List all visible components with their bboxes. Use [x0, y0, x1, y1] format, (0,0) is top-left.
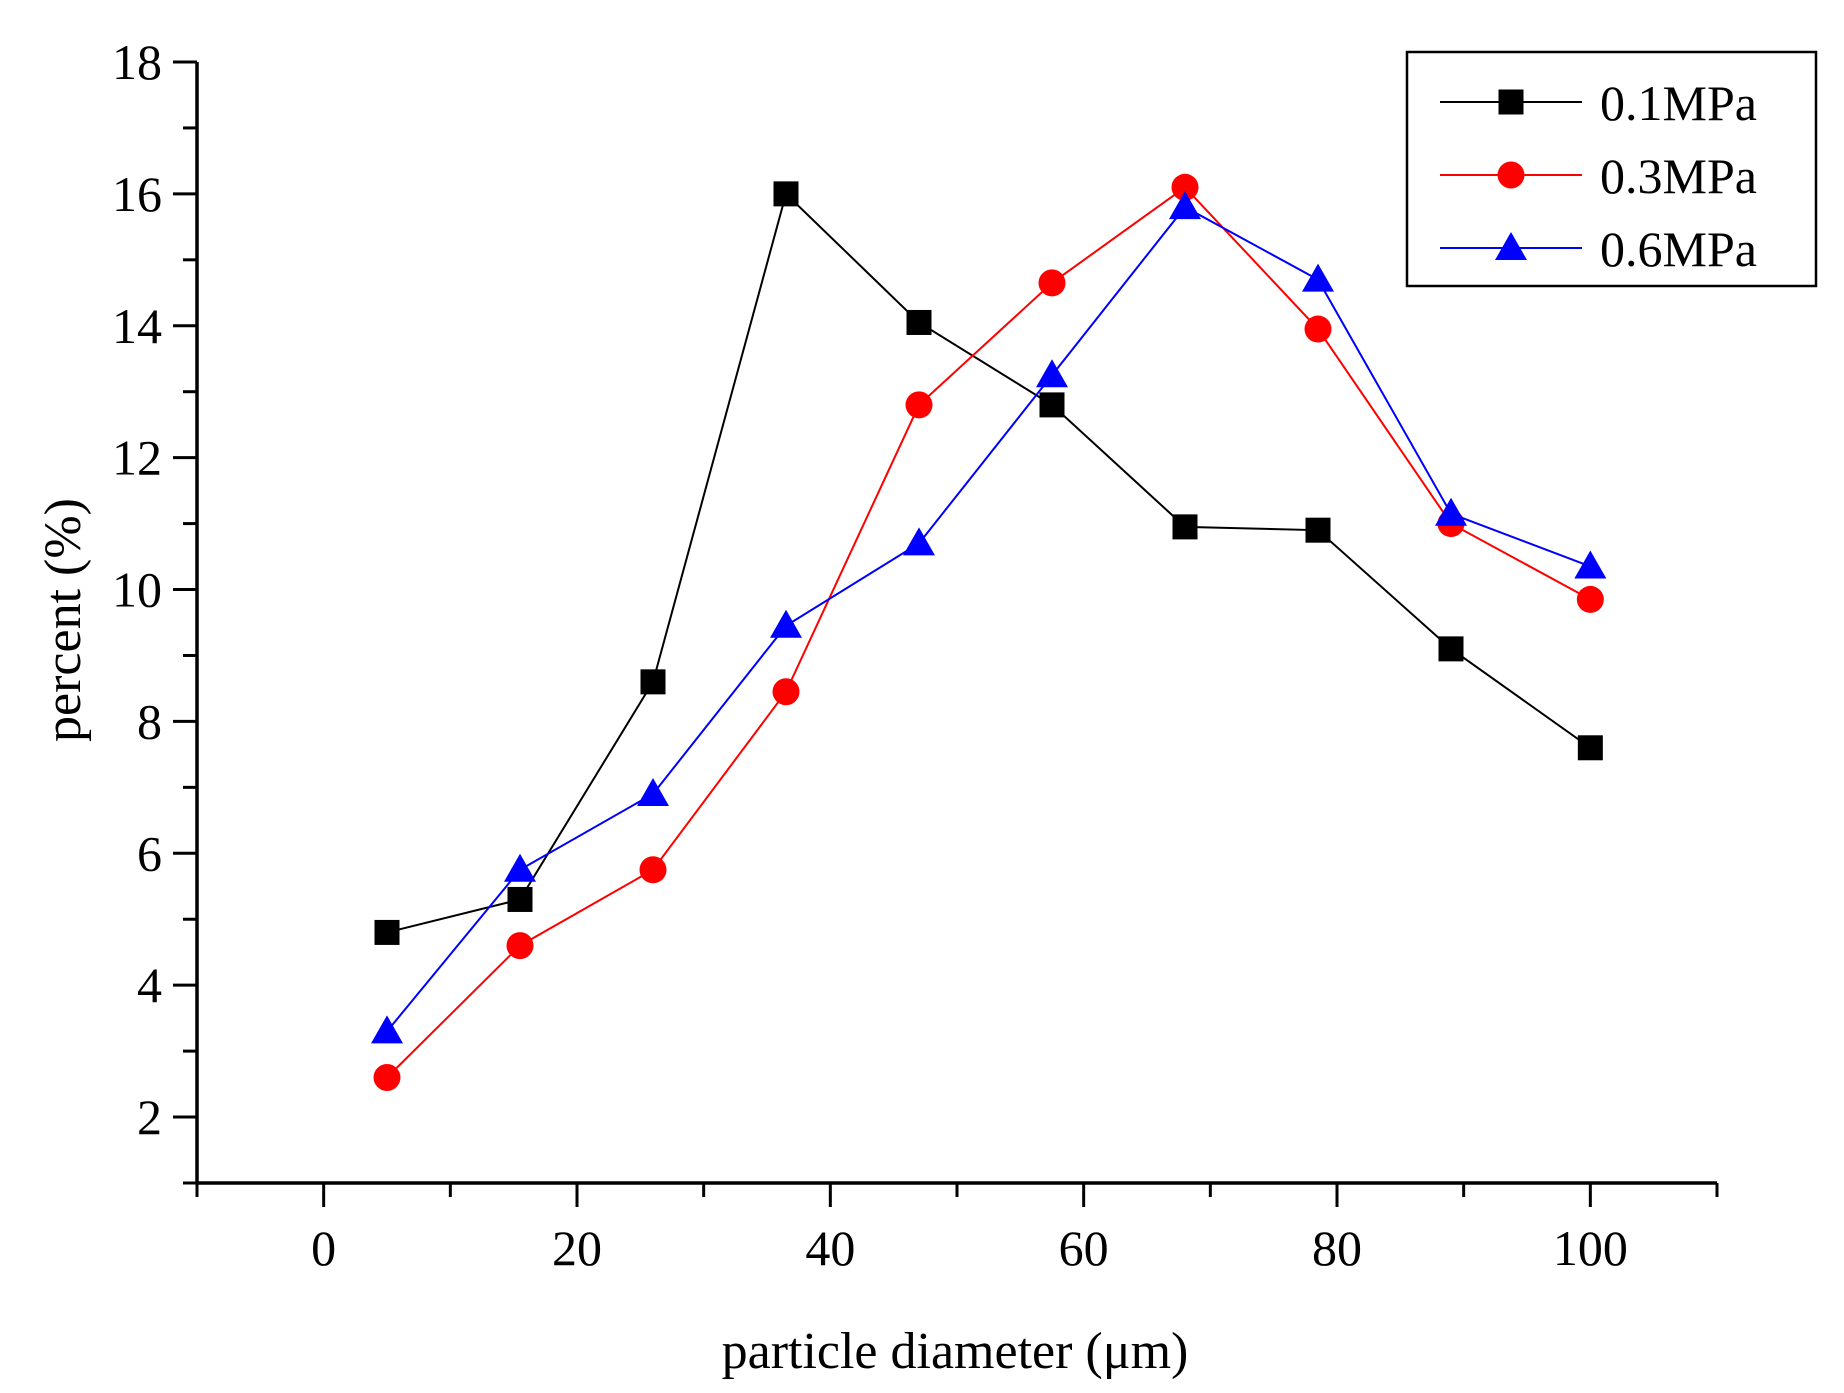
data-point [1435, 497, 1467, 526]
y-tick-label: 18 [112, 34, 162, 90]
series-0.6MPa [371, 191, 1607, 1044]
data-point [1038, 269, 1066, 297]
y-tick-label: 4 [137, 957, 162, 1013]
data-point [504, 853, 536, 882]
data-point [1574, 550, 1607, 579]
data-point [1039, 392, 1065, 418]
data-point [773, 181, 799, 207]
series-line [386, 185, 1591, 1079]
data-point [770, 609, 802, 638]
data-point [1577, 735, 1603, 761]
data-point [1576, 585, 1604, 613]
y-tick-label: 2 [137, 1089, 162, 1145]
x-tick-label: 100 [1553, 1220, 1628, 1276]
data-point [637, 777, 669, 806]
y-tick-label: 6 [137, 825, 162, 881]
legend-entry: 0.1MPa [1440, 75, 1757, 131]
data-point [1304, 315, 1332, 343]
series-line [386, 191, 1591, 934]
data-point [371, 1015, 403, 1044]
y-tick-label: 12 [112, 430, 162, 486]
x-tick-label: 0 [311, 1220, 336, 1276]
data-point [1169, 191, 1201, 220]
data-point [1438, 636, 1464, 662]
y-tick-label: 10 [112, 562, 162, 618]
legend-marker [1498, 89, 1524, 115]
legend-marker [1497, 161, 1525, 189]
axes: 0 20 40 60 80 100 2 4 6 8 10 12 14 16 18 [112, 34, 1719, 1276]
x-axis-title: particle diameter (μm) [722, 1323, 1189, 1380]
x-tick-label: 40 [805, 1220, 855, 1276]
data-point [373, 1063, 401, 1091]
data-point [507, 886, 533, 912]
series-0.3MPa [373, 173, 1604, 1091]
series-0.1MPa [374, 181, 1603, 945]
data-point [639, 856, 667, 884]
legend: 0.1MPa 0.3MPa 0.6MPa [1405, 50, 1818, 288]
y-axis-title: percent (%) [35, 498, 92, 742]
x-tick-label: 20 [552, 1220, 602, 1276]
data-point [640, 669, 666, 695]
legend-entry: 0.3MPa [1440, 148, 1757, 204]
data-point [903, 527, 935, 556]
legend-label: 0.3MPa [1600, 148, 1757, 204]
data-point [506, 932, 534, 960]
data-point [1302, 263, 1334, 292]
legend-entry: 0.6MPa [1440, 221, 1757, 277]
data-point [1036, 359, 1068, 388]
data-point [1171, 173, 1199, 201]
data-point [374, 919, 400, 945]
data-point [1172, 514, 1198, 540]
data-point [772, 678, 800, 706]
series-line [386, 205, 1591, 1032]
data-point [906, 309, 932, 335]
series-layer [371, 173, 1607, 1091]
x-tick-label: 60 [1059, 1220, 1109, 1276]
data-point [905, 391, 933, 419]
data-point [1305, 517, 1331, 543]
legend-marker [1495, 232, 1527, 260]
y-tick-label: 8 [137, 693, 162, 749]
x-tick-label: 80 [1312, 1220, 1362, 1276]
legend-label: 0.1MPa [1600, 75, 1757, 131]
legend-label: 0.6MPa [1600, 221, 1757, 277]
y-tick-label: 14 [112, 298, 162, 354]
y-tick-label: 16 [112, 166, 162, 222]
